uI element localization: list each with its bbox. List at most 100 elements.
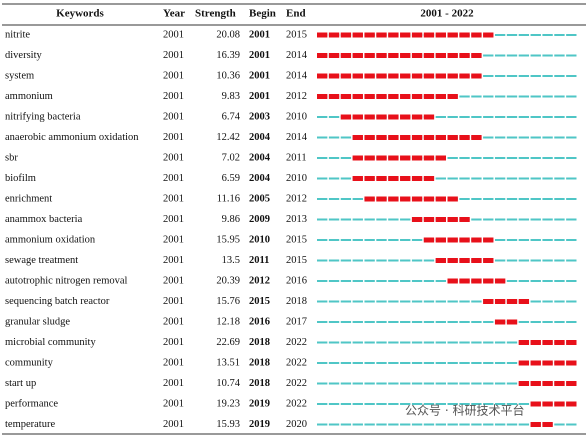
header-end: End bbox=[286, 8, 306, 20]
year: 2001 bbox=[163, 29, 184, 40]
begin: 2001 bbox=[249, 50, 270, 61]
strength: 6.74 bbox=[222, 111, 241, 122]
keyword: start up bbox=[5, 378, 36, 389]
keyword: sequencing batch reactor bbox=[5, 296, 110, 307]
keyword: ammonium bbox=[5, 91, 53, 102]
strength: 12.42 bbox=[216, 132, 240, 143]
end: 2012 bbox=[286, 193, 307, 204]
end: 2010 bbox=[286, 111, 307, 122]
keyword: temperature bbox=[5, 419, 55, 430]
begin: 2012 bbox=[249, 275, 270, 286]
keyword: system bbox=[5, 70, 34, 81]
strength: 9.86 bbox=[222, 214, 240, 225]
begin: 2011 bbox=[249, 255, 269, 266]
strength: 12.18 bbox=[216, 316, 240, 327]
begin: 2001 bbox=[249, 91, 270, 102]
begin: 2018 bbox=[249, 378, 270, 389]
strength: 13.5 bbox=[222, 255, 240, 266]
year: 2001 bbox=[163, 193, 184, 204]
end: 2022 bbox=[286, 337, 307, 348]
year: 2001 bbox=[163, 419, 184, 430]
begin: 2016 bbox=[249, 316, 270, 327]
year: 2001 bbox=[163, 173, 184, 184]
keyword: sewage treatment bbox=[5, 255, 78, 266]
strength: 15.76 bbox=[216, 296, 240, 307]
strength: 10.74 bbox=[216, 378, 240, 389]
year: 2001 bbox=[163, 214, 184, 225]
keyword: nitrite bbox=[5, 29, 30, 40]
end: 2015 bbox=[286, 255, 307, 266]
end: 2016 bbox=[286, 275, 307, 286]
begin: 2018 bbox=[249, 337, 270, 348]
strength: 13.51 bbox=[216, 357, 240, 368]
end: 2020 bbox=[286, 419, 307, 430]
keyword: anaerobic ammonium oxidation bbox=[5, 132, 139, 143]
begin: 2019 bbox=[249, 419, 270, 430]
end: 2022 bbox=[286, 398, 307, 409]
header-keywords: Keywords bbox=[56, 8, 104, 20]
strength: 9.83 bbox=[222, 91, 240, 102]
keyword: performance bbox=[5, 398, 58, 409]
year: 2001 bbox=[163, 111, 184, 122]
begin: 2010 bbox=[249, 234, 270, 245]
keyword: sbr bbox=[5, 152, 18, 163]
strength: 20.39 bbox=[216, 275, 240, 286]
keyword: diversity bbox=[5, 50, 42, 61]
keyword: nitrifying bacteria bbox=[5, 111, 81, 122]
end: 2011 bbox=[286, 152, 307, 163]
year: 2001 bbox=[163, 50, 184, 61]
year: 2001 bbox=[163, 91, 184, 102]
keyword: granular sludge bbox=[5, 316, 70, 327]
header-year: Year bbox=[163, 8, 185, 20]
end: 2014 bbox=[286, 132, 308, 143]
begin: 2004 bbox=[249, 132, 271, 143]
strength: 10.36 bbox=[216, 70, 240, 81]
strength: 6.59 bbox=[222, 173, 240, 184]
end: 2015 bbox=[286, 234, 307, 245]
begin: 2001 bbox=[249, 29, 270, 40]
end: 2018 bbox=[286, 296, 307, 307]
keyword: community bbox=[5, 357, 54, 368]
strength: 20.08 bbox=[216, 29, 240, 40]
strength: 15.93 bbox=[216, 419, 240, 430]
header-timeline: 2001 - 2022 bbox=[420, 8, 474, 20]
strength: 7.02 bbox=[222, 152, 240, 163]
year: 2001 bbox=[163, 337, 184, 348]
year: 2001 bbox=[163, 152, 184, 163]
end: 2017 bbox=[286, 316, 307, 327]
year: 2001 bbox=[163, 275, 184, 286]
strength: 19.23 bbox=[216, 398, 240, 409]
strength: 22.69 bbox=[216, 337, 240, 348]
end: 2010 bbox=[286, 173, 307, 184]
strength: 16.39 bbox=[216, 50, 240, 61]
begin: 2018 bbox=[249, 357, 270, 368]
watermark: 公众号 · 科研技术平台 bbox=[405, 403, 524, 418]
keyword: ammonium oxidation bbox=[5, 234, 96, 245]
begin: 2003 bbox=[249, 111, 270, 122]
begin: 2001 bbox=[249, 70, 270, 81]
end: 2012 bbox=[286, 91, 307, 102]
keyword: enrichment bbox=[5, 193, 52, 204]
year: 2001 bbox=[163, 70, 184, 81]
begin: 2015 bbox=[249, 296, 270, 307]
keyword: microbial community bbox=[5, 337, 96, 348]
end: 2022 bbox=[286, 357, 307, 368]
begin: 2019 bbox=[249, 398, 270, 409]
begin: 2004 bbox=[249, 173, 271, 184]
end: 2015 bbox=[286, 29, 307, 40]
end: 2014 bbox=[286, 70, 308, 81]
keyword: autotrophic nitrogen removal bbox=[5, 275, 128, 286]
end: 2014 bbox=[286, 50, 308, 61]
begin: 2005 bbox=[249, 193, 270, 204]
keyword: anammox bacteria bbox=[5, 214, 83, 225]
year: 2001 bbox=[163, 296, 184, 307]
begin: 2009 bbox=[249, 214, 270, 225]
year: 2001 bbox=[163, 255, 184, 266]
begin: 2004 bbox=[249, 152, 271, 163]
year: 2001 bbox=[163, 398, 184, 409]
strength: 15.95 bbox=[216, 234, 240, 245]
year: 2001 bbox=[163, 132, 184, 143]
end: 2022 bbox=[286, 378, 307, 389]
